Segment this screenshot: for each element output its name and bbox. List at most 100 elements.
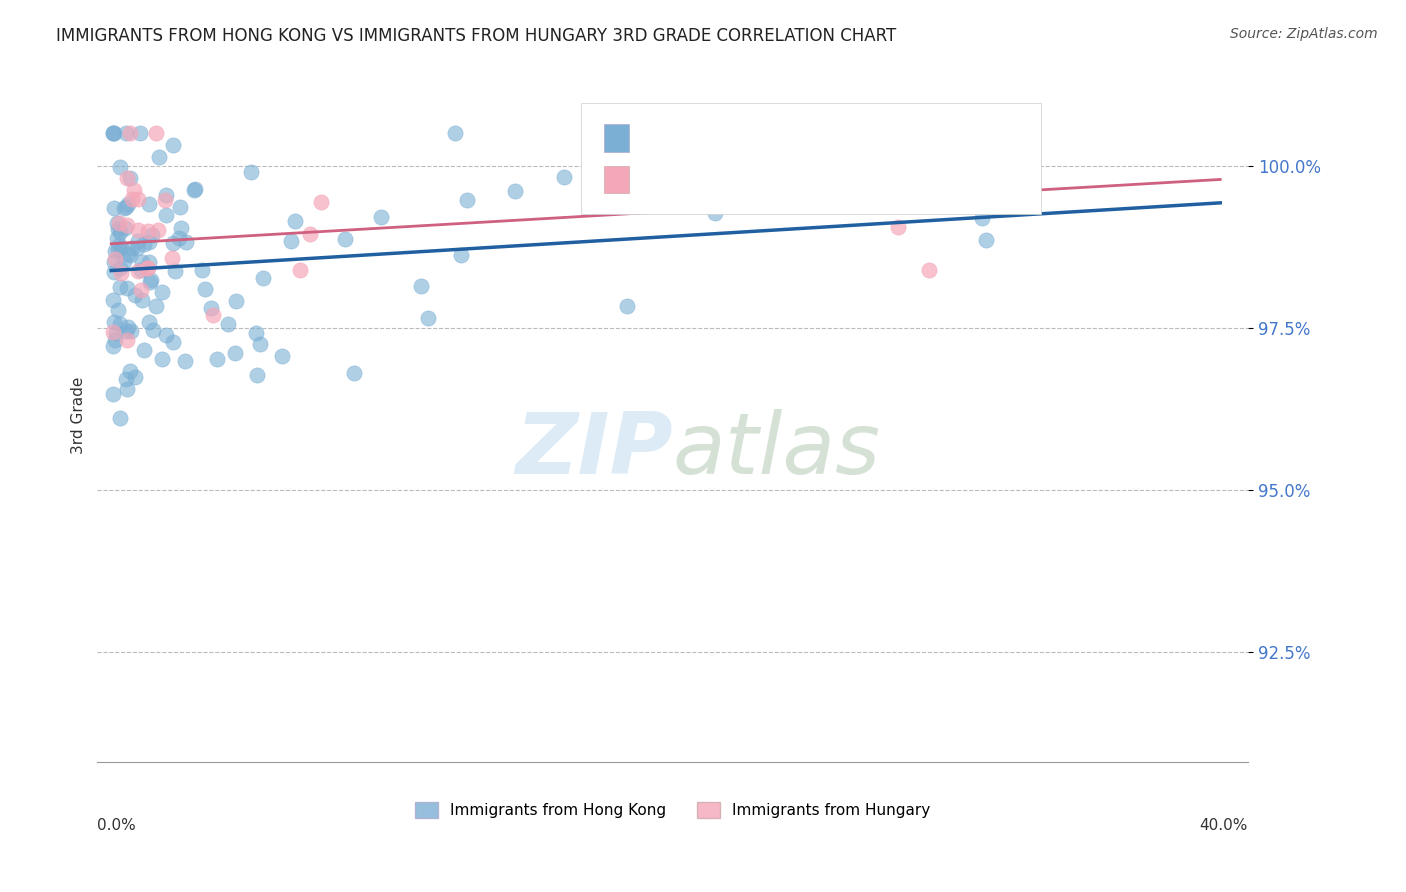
Point	[138, 235, 160, 249]
Point	[134, 343, 156, 358]
Point	[138, 315, 160, 329]
Point	[342, 366, 364, 380]
Point	[162, 251, 184, 265]
Point	[616, 299, 638, 313]
Point	[110, 266, 132, 280]
Point	[101, 293, 124, 307]
Point	[370, 210, 392, 224]
Point	[553, 169, 575, 184]
Point	[184, 182, 207, 196]
Point	[148, 150, 170, 164]
Point	[887, 219, 910, 234]
Text: 40.0%: 40.0%	[1199, 818, 1249, 833]
Text: ZIP: ZIP	[515, 409, 672, 491]
Point	[145, 127, 167, 141]
Point	[101, 387, 124, 401]
Point	[252, 271, 274, 285]
Point	[165, 264, 187, 278]
Point	[110, 318, 132, 332]
Point	[127, 223, 149, 237]
Point	[141, 227, 163, 242]
Point	[101, 127, 124, 141]
Point	[115, 218, 138, 232]
Legend: Immigrants from Hong Kong, Immigrants from Hungary: Immigrants from Hong Kong, Immigrants fr…	[409, 796, 936, 824]
Point	[131, 255, 153, 269]
Point	[183, 183, 205, 197]
Point	[117, 320, 139, 334]
Point	[450, 248, 472, 262]
Point	[444, 127, 467, 141]
Point	[138, 197, 160, 211]
Point	[127, 192, 149, 206]
Point	[245, 326, 267, 340]
Point	[103, 252, 125, 267]
Point	[108, 261, 131, 276]
Point	[117, 247, 139, 261]
Point	[225, 294, 247, 309]
Bar	[603, 166, 628, 194]
Point	[101, 339, 124, 353]
Bar	[603, 124, 628, 152]
Point	[309, 194, 332, 209]
Point	[162, 334, 184, 349]
Point	[200, 301, 222, 315]
Point	[240, 165, 263, 179]
Point	[115, 280, 138, 294]
Point	[288, 263, 311, 277]
Point	[918, 263, 941, 277]
Text: N = 110: N = 110	[754, 129, 827, 147]
Text: 0.0%: 0.0%	[97, 818, 136, 833]
Point	[105, 326, 128, 340]
Point	[224, 346, 246, 360]
Point	[174, 235, 197, 249]
Point	[105, 216, 128, 230]
Point	[135, 261, 157, 276]
Point	[131, 293, 153, 308]
Point	[142, 323, 165, 337]
Text: Source: ZipAtlas.com: Source: ZipAtlas.com	[1230, 27, 1378, 41]
Point	[110, 242, 132, 256]
Point	[194, 282, 217, 296]
Point	[103, 127, 125, 141]
Point	[104, 333, 127, 347]
Point	[128, 127, 150, 141]
Point	[103, 315, 125, 329]
Point	[107, 303, 129, 318]
Point	[889, 127, 911, 141]
Point	[121, 241, 143, 255]
Point	[138, 255, 160, 269]
Point	[155, 194, 177, 208]
Point	[217, 317, 239, 331]
Point	[139, 275, 162, 289]
Point	[120, 324, 142, 338]
Point	[120, 247, 142, 261]
Point	[110, 411, 132, 425]
Point	[132, 237, 155, 252]
Y-axis label: 3rd Grade: 3rd Grade	[72, 376, 86, 454]
Point	[409, 279, 432, 293]
Point	[114, 221, 136, 235]
Point	[270, 350, 292, 364]
Point	[104, 244, 127, 259]
Point	[117, 170, 139, 185]
Point	[118, 171, 141, 186]
Text: N = 28: N = 28	[754, 170, 815, 188]
Point	[108, 238, 131, 252]
Point	[129, 262, 152, 277]
Point	[150, 352, 173, 367]
Point	[202, 308, 225, 322]
Point	[155, 208, 177, 222]
Point	[173, 354, 195, 368]
Point	[976, 233, 998, 247]
Point	[115, 333, 138, 347]
Point	[333, 232, 356, 246]
Text: IMMIGRANTS FROM HONG KONG VS IMMIGRANTS FROM HUNGARY 3RD GRADE CORRELATION CHART: IMMIGRANTS FROM HONG KONG VS IMMIGRANTS …	[56, 27, 897, 45]
Point	[114, 127, 136, 141]
Text: atlas: atlas	[672, 409, 880, 491]
Point	[162, 138, 184, 153]
Point	[107, 243, 129, 257]
Point	[950, 149, 973, 163]
Point	[127, 264, 149, 278]
Point	[169, 200, 191, 214]
Point	[103, 265, 125, 279]
